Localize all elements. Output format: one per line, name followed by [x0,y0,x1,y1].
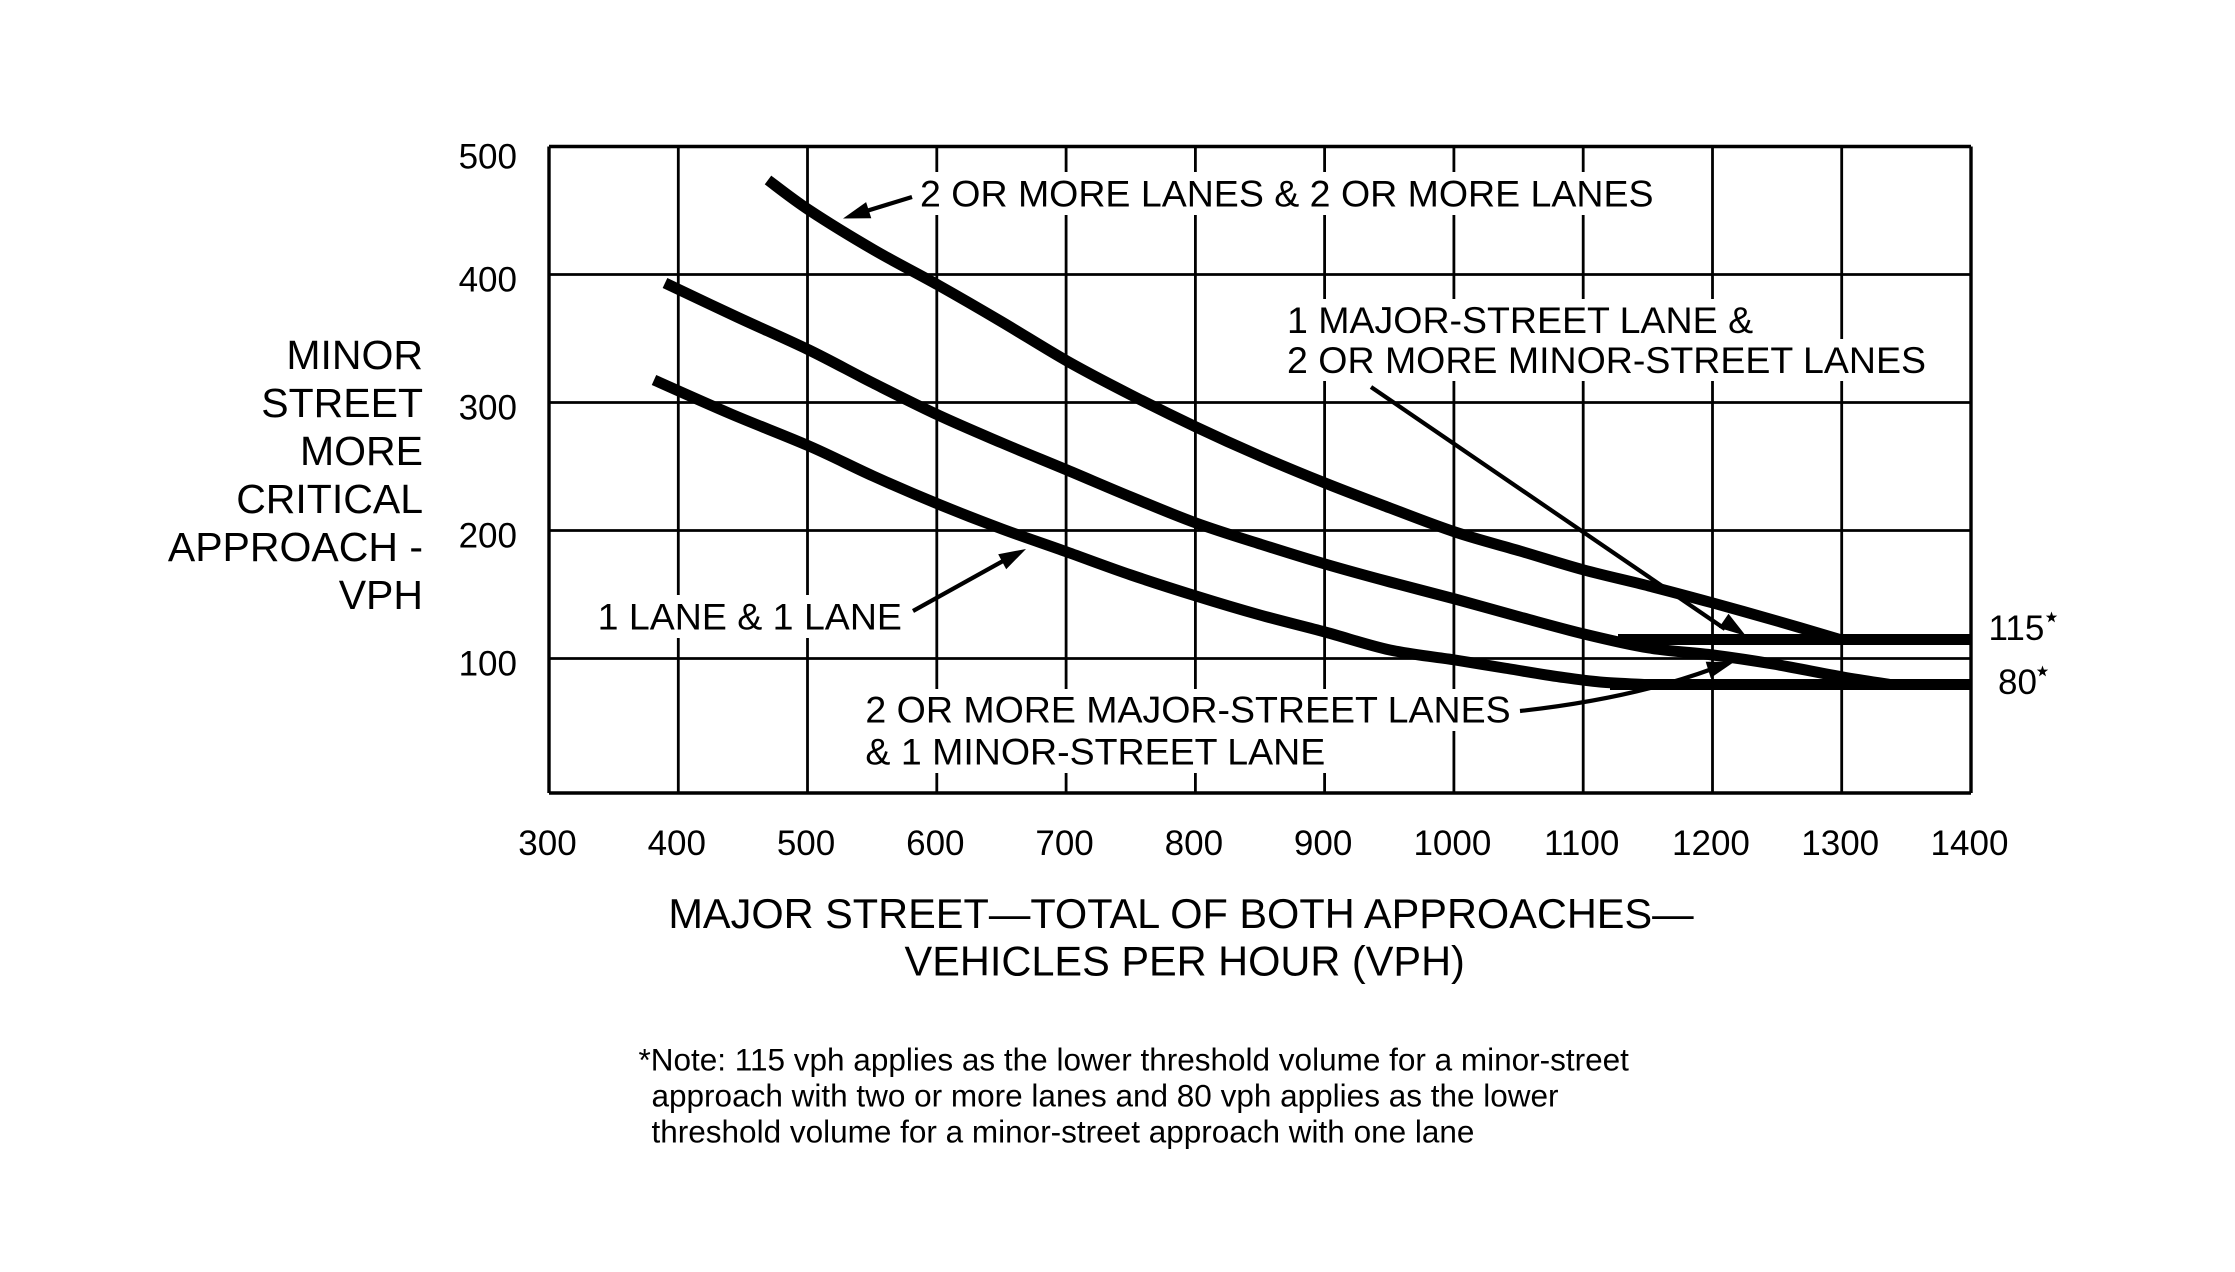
svg-text:MORE: MORE [300,428,423,474]
svg-text:500: 500 [777,824,835,863]
svg-text:2 OR MORE LANES & 2 OR MORE LA: 2 OR MORE LANES & 2 OR MORE LANES [920,172,1654,214]
svg-text:APPROACH -: APPROACH - [168,524,423,570]
svg-text:VPH: VPH [339,572,423,618]
svg-text:1100: 1100 [1544,824,1619,863]
svg-text:200: 200 [459,517,517,556]
svg-text:approach with two or more lane: approach with two or more lanes and 80 v… [652,1077,1559,1113]
svg-text:2 OR MORE MAJOR-STREET LANES: 2 OR MORE MAJOR-STREET LANES [865,689,1510,731]
svg-text:1200: 1200 [1672,824,1750,863]
svg-text:115: 115 [1989,609,2045,648]
svg-text:*Note: 115 vph applies as the: *Note: 115 vph applies as the lower thre… [639,1041,1630,1077]
svg-text:threshold volume for a minor-s: threshold volume for a minor-street appr… [652,1113,1475,1149]
svg-text:CRITICAL: CRITICAL [236,476,423,522]
svg-text:2 OR MORE MINOR-STREET LANES: 2 OR MORE MINOR-STREET LANES [1287,339,1926,381]
svg-text:MINOR: MINOR [286,332,423,378]
svg-text:500: 500 [459,138,517,177]
svg-text:300: 300 [459,389,517,428]
svg-text:800: 800 [1165,824,1223,863]
svg-text:& 1 MINOR-STREET LANE: & 1 MINOR-STREET LANE [865,731,1325,773]
svg-text:1 MAJOR-STREET LANE &: 1 MAJOR-STREET LANE & [1287,299,1753,341]
svg-text:1400: 1400 [1931,824,2009,863]
svg-text:700: 700 [1035,824,1093,863]
svg-text:STREET: STREET [261,380,423,426]
svg-text:1000: 1000 [1413,824,1491,863]
svg-text:400: 400 [459,261,517,300]
svg-text:600: 600 [906,824,964,863]
svg-text:1 LANE & 1 LANE: 1 LANE & 1 LANE [598,595,902,637]
svg-text:400: 400 [648,824,706,863]
svg-text:100: 100 [459,645,517,684]
svg-text:900: 900 [1294,824,1352,863]
svg-text:300: 300 [518,824,576,863]
svg-text:VEHICLES PER HOUR (VPH): VEHICLES PER HOUR (VPH) [905,937,1465,984]
svg-text:1300: 1300 [1801,824,1879,863]
svg-text:80: 80 [1998,663,2037,702]
svg-text:MAJOR STREET—TOTAL OF BOTH APP: MAJOR STREET—TOTAL OF BOTH APPROACHES— [668,890,1694,937]
